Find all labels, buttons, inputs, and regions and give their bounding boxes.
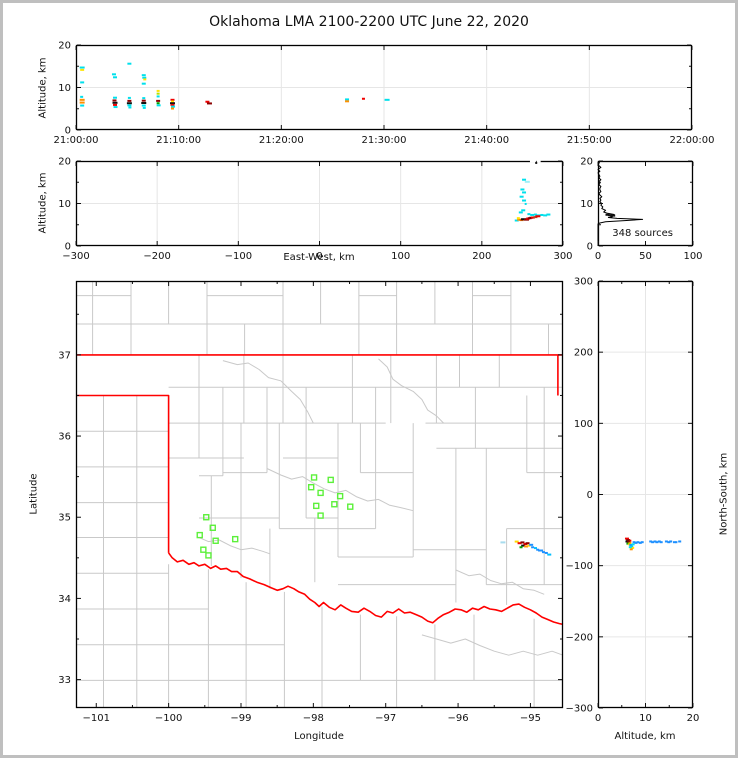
figure-title: Oklahoma LMA 2100-2200 UTC June 22, 2020 (209, 14, 529, 30)
svg-text:21:00:00: 21:00:00 (54, 135, 99, 146)
svg-text:−200: −200 (143, 251, 170, 262)
plan-view-map-panel: −101 −100 −99 −98 −97 −96 −95 33 34 35 36 37 (58, 280, 564, 724)
svg-text:0: 0 (587, 242, 593, 253)
svg-text:10: 10 (58, 83, 71, 94)
svg-text:−97: −97 (375, 713, 396, 724)
svg-text:22:00:00: 22:00:00 (670, 135, 715, 146)
p2-y-axis-label: Altitude, km (37, 172, 49, 234)
svg-text:35: 35 (58, 513, 71, 524)
p2-x-axis-label: East-West, km (283, 252, 355, 263)
time-height-panel: 21:00:00 21:10:00 21:20:00 21:30:00 21:40:00… (54, 41, 715, 147)
svg-text:21:40:00: 21:40:00 (464, 135, 509, 146)
ns-x-axis-label: Altitude, km (614, 731, 676, 742)
altitude-histogram-panel: 0 50 100 0 10 20 348 sources (580, 157, 702, 263)
svg-text:−300: −300 (62, 251, 89, 262)
svg-text:21:10:00: 21:10:00 (156, 135, 201, 146)
svg-text:0: 0 (316, 251, 322, 262)
svg-text:36: 36 (58, 432, 71, 443)
svg-text:21:20:00: 21:20:00 (259, 135, 304, 146)
north-south-height-panel: 0 10 20 300 200 100 0 −100 −200 −300 (566, 277, 700, 725)
svg-text:200: 200 (574, 348, 593, 359)
east-west-height-panel: −300 −200 −100 0 100 200 300 0 10 20 (58, 157, 572, 263)
svg-text:100: 100 (391, 251, 410, 262)
svg-text:−100: −100 (566, 561, 593, 572)
svg-text:0: 0 (595, 251, 601, 262)
svg-text:−100: −100 (155, 713, 182, 724)
map-x-axis-label: Longitude (294, 731, 344, 742)
svg-text:−300: −300 (566, 704, 593, 715)
svg-text:21:50:00: 21:50:00 (567, 135, 612, 146)
svg-text:20: 20 (58, 157, 71, 168)
svg-text:100: 100 (574, 419, 593, 430)
svg-text:−99: −99 (230, 713, 251, 724)
svg-text:33: 33 (58, 675, 71, 686)
svg-text:20: 20 (58, 41, 71, 52)
svg-text:100: 100 (683, 251, 702, 262)
svg-text:10: 10 (58, 199, 71, 210)
svg-text:−96: −96 (448, 713, 469, 724)
ns-y-axis-label: North-South, km (718, 452, 730, 536)
svg-text:0: 0 (595, 713, 601, 724)
svg-text:0: 0 (587, 490, 593, 501)
svg-text:34: 34 (58, 594, 71, 605)
svg-text:20: 20 (687, 713, 700, 724)
svg-text:−98: −98 (303, 713, 324, 724)
svg-text:20: 20 (580, 157, 593, 168)
svg-text:−100: −100 (225, 251, 252, 262)
svg-text:−101: −101 (83, 713, 110, 724)
svg-text:300: 300 (574, 277, 593, 288)
svg-text:0: 0 (65, 126, 71, 137)
svg-text:10: 10 (580, 199, 593, 210)
svg-text:−95: −95 (520, 713, 541, 724)
svg-text:21:30:00: 21:30:00 (362, 135, 407, 146)
svg-text:348 sources: 348 sources (612, 228, 673, 239)
p1-y-axis-label: Altitude, km (37, 57, 49, 119)
svg-text:0: 0 (65, 242, 71, 253)
svg-text:300: 300 (553, 251, 572, 262)
svg-text:50: 50 (639, 251, 652, 262)
svg-text:10: 10 (639, 713, 652, 724)
svg-text:200: 200 (472, 251, 491, 262)
svg-text:37: 37 (58, 350, 71, 361)
map-y-axis-label: Latitude (28, 473, 40, 515)
svg-text:−200: −200 (566, 632, 593, 643)
